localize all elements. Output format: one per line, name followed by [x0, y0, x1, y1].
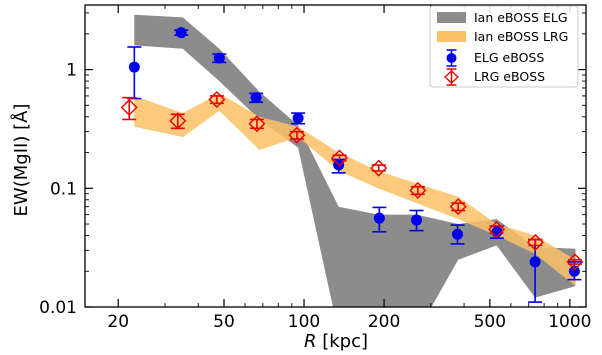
point-elg-7	[411, 214, 423, 226]
x-axis-title-rest: [kpc]	[317, 331, 369, 352]
point-lrg-3	[248, 115, 266, 133]
x-axis-title: R [kpc]	[304, 331, 368, 352]
point-lrg-6	[370, 159, 388, 177]
legend-swatch-elg-series	[446, 49, 457, 67]
point-elg-2	[213, 52, 225, 64]
point-lrg-10	[526, 233, 544, 251]
point-elg-3	[250, 92, 262, 104]
point-elg-8	[452, 228, 464, 240]
point-elg-11	[568, 265, 580, 277]
point-lrg-2	[208, 90, 226, 108]
y-tick-label: 0.1	[50, 179, 77, 199]
errorbar-elg-0	[127, 46, 142, 100]
point-elg-1	[175, 27, 187, 39]
legend-label-elg-series: ELG eBOSS	[474, 50, 544, 65]
legend-swatch-elg-band	[437, 12, 466, 23]
x-tick-label: 100	[288, 312, 320, 332]
legend-frame	[429, 5, 579, 88]
point-lrg-9	[488, 220, 506, 238]
legend-label-lrg-series: LRG eBOSS	[474, 69, 545, 84]
point-lrg-4	[288, 126, 306, 144]
band-lrg	[134, 93, 576, 287]
legend-label-elg-band: Ian eBOSS ELG	[474, 10, 568, 25]
tick-labels-layer: 20 50 100 200 500 1000 0.01 0.1 1	[39, 61, 591, 332]
point-lrg-1	[169, 112, 187, 130]
legend-swatch-lrg-series	[444, 68, 459, 86]
point-elg-10	[529, 256, 541, 268]
x-tick-label: 1000	[548, 312, 591, 332]
point-elg-4	[292, 112, 304, 124]
markers-layer	[120, 27, 584, 277]
point-elg-6	[373, 212, 385, 224]
x-tick-label: 200	[368, 312, 400, 332]
x-tick-label: 500	[474, 312, 506, 332]
bands-layer	[134, 14, 576, 307]
band-elg	[134, 14, 576, 307]
x-tick-label: 50	[213, 312, 235, 332]
legend: Ian eBOSS ELG Ian eBOSS LRG ELG eBOSS LR…	[429, 5, 579, 88]
errorbar-lrg-0	[122, 96, 137, 121]
x-axis-title-italic: R	[304, 331, 317, 352]
legend-label-lrg-band: Ian eBOSS LRG	[474, 29, 568, 44]
point-lrg-11	[566, 253, 584, 271]
y-tick-label: 1	[66, 61, 77, 81]
point-lrg-8	[449, 198, 467, 216]
x-tick-label: 20	[107, 312, 129, 332]
point-elg-0	[128, 61, 140, 73]
plot-frame	[84, 4, 587, 308]
errorbar-lrg-3	[249, 118, 264, 130]
y-tick-label: 0.01	[39, 298, 77, 318]
point-lrg-5	[331, 149, 349, 167]
legend-swatch-lrg-band	[437, 31, 466, 42]
point-lrg-0	[120, 98, 138, 116]
y-axis-title: EW(MgII) [Å]	[10, 104, 32, 217]
point-lrg-7	[409, 181, 427, 199]
